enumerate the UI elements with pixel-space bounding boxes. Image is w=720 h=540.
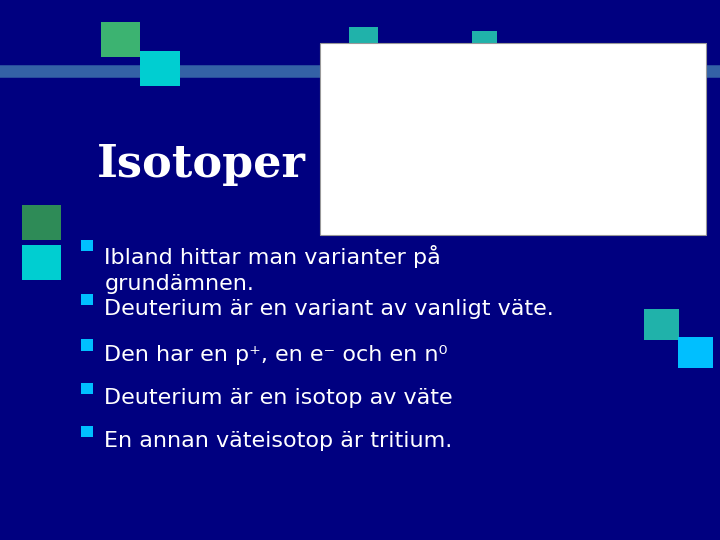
- FancyBboxPatch shape: [22, 205, 61, 240]
- FancyBboxPatch shape: [320, 43, 706, 235]
- Text: Den har en p⁺, en e⁻ och en n⁰: Den har en p⁺, en e⁻ och en n⁰: [104, 345, 448, 365]
- Text: Ibland hittar man varianter på
grundämnen.: Ibland hittar man varianter på grundämne…: [104, 245, 441, 294]
- FancyBboxPatch shape: [140, 51, 180, 86]
- Text: Isotoper: Isotoper: [97, 143, 306, 186]
- Text: Deuterium är en variant av vanligt väte.: Deuterium är en variant av vanligt väte.: [104, 299, 554, 319]
- FancyBboxPatch shape: [101, 22, 140, 57]
- FancyBboxPatch shape: [81, 426, 93, 437]
- FancyBboxPatch shape: [22, 245, 61, 280]
- FancyBboxPatch shape: [81, 340, 93, 351]
- Text: En annan väteisotop är tritium.: En annan väteisotop är tritium.: [104, 431, 453, 451]
- FancyBboxPatch shape: [349, 27, 378, 54]
- FancyBboxPatch shape: [81, 240, 93, 251]
- FancyBboxPatch shape: [678, 337, 713, 368]
- FancyBboxPatch shape: [378, 50, 407, 77]
- FancyBboxPatch shape: [81, 383, 93, 394]
- FancyBboxPatch shape: [81, 294, 93, 305]
- FancyBboxPatch shape: [644, 309, 679, 340]
- Text: Deuterium är en isotop av väte: Deuterium är en isotop av väte: [104, 388, 453, 408]
- FancyBboxPatch shape: [472, 31, 497, 54]
